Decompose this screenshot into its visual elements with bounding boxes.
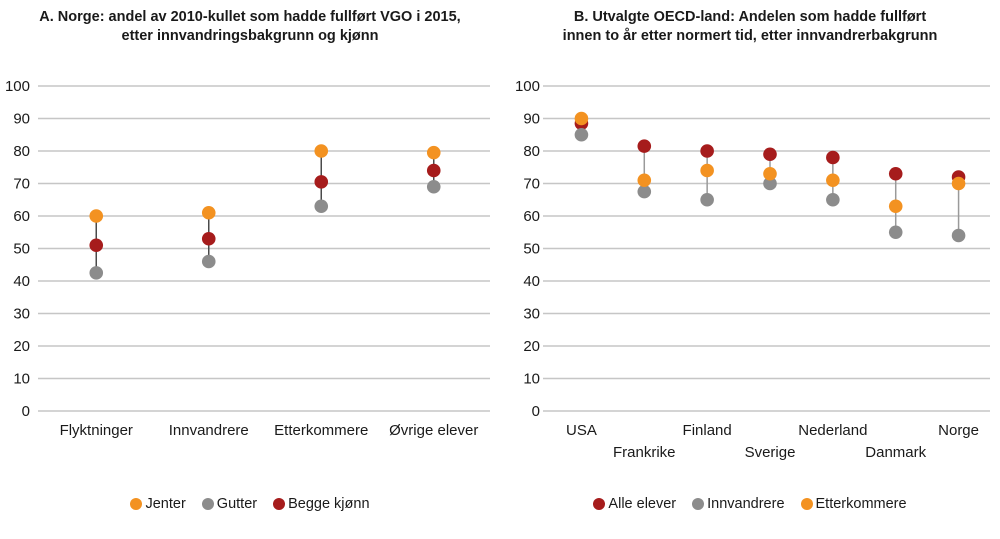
legend-label: Innvandrere: [707, 496, 785, 512]
y-tick-label: 90: [523, 111, 540, 128]
y-tick-label: 90: [13, 111, 30, 128]
x-category-label: Finland: [683, 422, 732, 439]
x-category-label: Etterkommere: [274, 422, 368, 439]
y-tick-label: 50: [523, 241, 540, 258]
y-tick-label: 70: [13, 176, 30, 193]
panel-a-chart: 0 10 20 30 40 50 60 70 80 90 100 Flyktninger Innvand…: [5, 78, 490, 439]
y-tick-label: 50: [13, 241, 30, 258]
data-point-innvandrere: [826, 192, 840, 207]
legend-label: Gutter: [216, 496, 258, 512]
legend-dot-icon: [130, 498, 143, 510]
panel-b-title: B. Utvalgte OECD-land: Andelen som hadde…: [500, 0, 1000, 70]
y-tick-label: 40: [523, 273, 540, 290]
data-point-gutter: [314, 199, 329, 214]
data-point-jenter: [201, 205, 216, 220]
legend-label: Begge kjønn: [288, 496, 370, 512]
x-category-label: Nederland: [798, 422, 867, 439]
y-tick-label: 0: [532, 403, 540, 420]
data-point-jenter: [426, 145, 441, 160]
y-tick-label: 80: [523, 143, 540, 160]
legend-dot-icon: [800, 498, 813, 510]
legend-item-gutter: Gutter: [201, 496, 258, 512]
panel-b-chart: 0 10 20 30 40 50 60 70 80 90 100 USA Frankrike Finlan…: [515, 78, 990, 461]
y-tick-label: 80: [13, 143, 30, 160]
data-point-begge-kj-nn: [426, 163, 441, 178]
data-point-gutter: [426, 179, 441, 194]
x-category-label: USA: [566, 422, 597, 439]
y-tick-label: 20: [13, 338, 30, 355]
data-point-innvandrere: [574, 127, 589, 142]
data-point-gutter: [201, 254, 216, 269]
panel-b: B. Utvalgte OECD-land: Andelen som hadde…: [500, 0, 1000, 539]
data-point-etterkommere: [700, 163, 714, 178]
data-point-innvandrere: [700, 192, 714, 207]
panel-a-title-line1: A. Norge: andel av 2010-kullet som hadde…: [39, 9, 461, 25]
x-category-label: Øvrige elever: [389, 422, 478, 439]
x-category-label: Innvandrere: [169, 422, 249, 439]
data-point-begge-kj-nn: [89, 238, 104, 253]
data-point-innvandrere: [637, 184, 652, 199]
y-tick-label: 30: [13, 306, 30, 323]
legend-dot-icon: [273, 498, 286, 510]
legend-item-begge-kj-nn: Begge kjønn: [273, 496, 370, 512]
data-point-begge-kj-nn: [314, 175, 329, 189]
y-tick-label: 100: [5, 78, 30, 95]
data-point-innvandrere: [763, 176, 777, 191]
data-point-etterkommere: [763, 166, 777, 181]
y-tick-label: 10: [523, 371, 540, 388]
legend-item-alle-elever: Alle elever: [593, 496, 676, 512]
data-point-etterkommere: [574, 111, 589, 126]
y-tick-label: 10: [13, 371, 30, 388]
legend-dot-icon: [201, 498, 214, 510]
data-point-etterkommere: [888, 199, 903, 214]
data-point-etterkommere: [951, 176, 966, 191]
data-point-alle-elever: [637, 139, 652, 153]
x-category-label: Frankrike: [613, 444, 676, 461]
y-tick-label: 40: [13, 273, 30, 290]
x-category-label: Flyktninger: [60, 422, 133, 439]
panel-a-legend: Jenter Gutter Begge kjønn: [0, 496, 500, 512]
panel-a-title-line2: etter innvandringsbakgrunn og kjønn: [121, 28, 379, 45]
data-point-alle-elever: [826, 150, 840, 165]
panel-a-title: A. Norge: andel av 2010-kullet som hadde…: [0, 0, 500, 70]
legend-item-jenter: Jenter: [130, 496, 186, 512]
data-point-etterkommere: [637, 173, 652, 188]
y-tick-label: 30: [523, 306, 540, 323]
x-category-label: Sverige: [745, 444, 796, 461]
y-tick-label: 60: [13, 208, 30, 225]
x-category-label: Norge: [938, 422, 979, 439]
y-tick-label: 0: [22, 403, 30, 420]
data-point-innvandrere: [888, 225, 903, 240]
y-tick-label: 100: [515, 78, 540, 95]
panel-a: A. Norge: andel av 2010-kullet som hadde…: [0, 0, 500, 512]
legend-dot-icon: [593, 498, 606, 510]
panel-b-title-line1: B. Utvalgte OECD-land: Andelen som hadde…: [573, 9, 927, 25]
y-tick-label: 70: [523, 176, 540, 193]
data-point-begge-kj-nn: [201, 231, 216, 246]
legend-item-etterkommere: Etterkommere: [800, 496, 907, 512]
legend-dot-icon: [692, 498, 705, 510]
data-point-jenter: [314, 144, 329, 158]
data-point-alle-elever: [700, 144, 714, 158]
legend-label: Alle elever: [608, 496, 677, 512]
panel-b-legend: Alle elever Innvandrere Etterkommere: [500, 496, 1000, 512]
legend-item-innvandrere: Innvandrere: [692, 496, 785, 512]
data-point-innvandrere: [951, 228, 966, 243]
legend-label: Jenter: [145, 496, 186, 512]
panel-b-title-line2: innen to år etter normert tid, etter inn…: [562, 28, 938, 45]
legend-label: Etterkommere: [815, 496, 907, 512]
data-point-gutter: [89, 266, 104, 280]
x-category-label: Danmark: [865, 444, 926, 461]
data-point-etterkommere: [826, 173, 840, 188]
y-tick-label: 20: [523, 338, 540, 355]
data-point-jenter: [89, 209, 104, 223]
data-point-alle-elever: [763, 147, 777, 162]
data-point-alle-elever: [888, 166, 903, 181]
y-tick-label: 60: [523, 208, 540, 225]
